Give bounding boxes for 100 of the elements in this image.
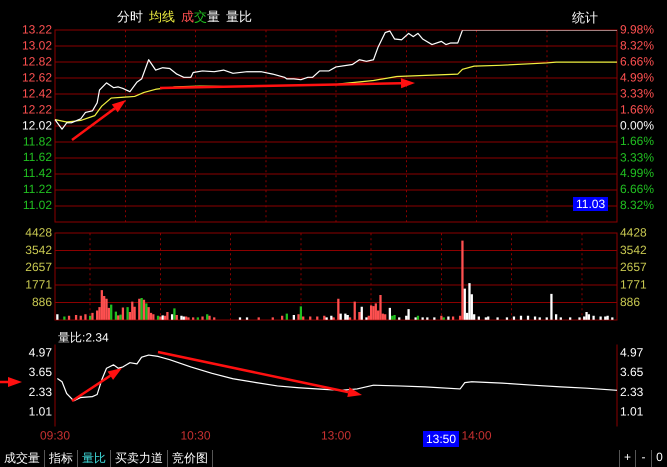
- text: 分时: [117, 9, 143, 24]
- y2-tick-label: 2.33: [620, 384, 644, 399]
- bar: [302, 316, 304, 320]
- y2-tick-label: 886: [620, 294, 640, 309]
- y-tick-label: 11.42: [22, 166, 52, 180]
- bar: [56, 314, 58, 320]
- y-tick-label: 1.01: [28, 404, 52, 419]
- x-tick-label: 09:30: [40, 428, 70, 443]
- bar: [196, 317, 199, 320]
- bar: [440, 316, 443, 320]
- bar: [258, 317, 260, 320]
- y2-tick-label: 2657: [620, 260, 648, 274]
- bar: [100, 290, 103, 320]
- text: +: [619, 450, 635, 467]
- y-tick-label: 11.02: [22, 198, 52, 212]
- y2-tick-label: 4.97: [620, 345, 644, 360]
- bar: [213, 317, 216, 320]
- chart-title: 量比:2.34: [58, 330, 110, 344]
- text: 买卖力道: [111, 450, 168, 467]
- text: 指标: [45, 450, 78, 467]
- bar: [145, 303, 148, 320]
- y2-tick-label: 0.00%: [620, 118, 654, 132]
- bar: [370, 305, 372, 320]
- y2-tick-label: 3542: [620, 242, 648, 257]
- y2-tick-label: 9.98%: [620, 22, 654, 37]
- y-tick-label: 13.22: [22, 22, 52, 37]
- bar: [131, 302, 134, 320]
- x-tick-label: 13:00: [320, 428, 352, 443]
- text: 成交量: [181, 9, 220, 24]
- y2-tick-label: 3.33%: [620, 86, 654, 100]
- text: -: [635, 450, 651, 467]
- bar: [360, 306, 363, 320]
- y-tick-label: 12.82: [22, 54, 52, 68]
- y-tick-label: 12.42: [22, 86, 52, 100]
- bar: [63, 316, 66, 320]
- y-tick-label: 11.62: [22, 150, 52, 164]
- bar: [374, 303, 377, 320]
- text: 竞价图: [168, 450, 213, 467]
- bar: [292, 314, 295, 320]
- bar: [332, 317, 335, 320]
- bar: [337, 298, 340, 320]
- y2-tick-label: 4428: [620, 226, 648, 240]
- bar: [272, 317, 274, 320]
- y2-tick-label: 3.33%: [620, 150, 654, 164]
- bar: [148, 307, 150, 320]
- bar: [478, 316, 480, 320]
- text: 均线: [149, 9, 175, 24]
- y2-tick-label: 4.99%: [620, 166, 654, 180]
- bar: [96, 310, 98, 320]
- bar: [185, 316, 188, 320]
- bar: [464, 288, 466, 320]
- bar: [206, 314, 208, 320]
- bar: [286, 314, 288, 320]
- bar: [433, 317, 436, 320]
- y-tick-label: 2.33: [28, 384, 52, 399]
- bar: [484, 317, 487, 320]
- y2-tick-label: 6.66%: [620, 182, 654, 196]
- bar: [426, 317, 428, 320]
- bar: [192, 317, 194, 320]
- y-tick-label: 886: [32, 294, 52, 309]
- bar: [604, 316, 606, 320]
- y2-tick-label: 4.99%: [620, 70, 654, 84]
- bar: [346, 314, 349, 320]
- y2-tick-label: 6.66%: [620, 54, 654, 68]
- bar: [384, 314, 386, 320]
- y2-tick-label: 8.32%: [620, 38, 654, 52]
- text: 量比: [226, 9, 252, 24]
- bar: [176, 314, 178, 320]
- y2-tick-label: 8.32%: [620, 198, 654, 212]
- bar: [388, 308, 391, 320]
- bar: [140, 298, 143, 320]
- bar: [442, 317, 445, 320]
- bar: [316, 316, 318, 320]
- bar: [281, 316, 284, 320]
- y-tick-label: 12.22: [22, 102, 52, 116]
- x-tick-label: 10:30: [180, 428, 211, 443]
- bar: [159, 316, 162, 320]
- text: 量比: [78, 450, 111, 467]
- bar: [182, 316, 185, 320]
- text: 统计: [572, 9, 598, 27]
- y-tick-label: 3.65: [28, 365, 52, 380]
- y-tick-label: 1771: [25, 277, 52, 292]
- bar: [546, 317, 548, 320]
- y-tick-label: 12.62: [22, 70, 52, 84]
- y2-tick-label: 1771: [620, 277, 648, 292]
- annotation: 11.03: [573, 197, 608, 211]
- y-tick-label: 4.97: [28, 345, 52, 360]
- y2-tick-label: 1.66%: [620, 102, 654, 116]
- bar: [398, 317, 400, 320]
- y2-tick-label: 3.65: [620, 365, 644, 380]
- y-tick-label: 2657: [25, 260, 52, 274]
- bar: [80, 316, 82, 320]
- bar: [117, 315, 120, 320]
- bar: [300, 306, 302, 320]
- bar: [326, 317, 328, 320]
- bar: [340, 314, 342, 320]
- y2-tick-label: 1.66%: [620, 134, 654, 148]
- y-tick-label: 11.82: [22, 134, 52, 148]
- text: 0: [651, 450, 667, 467]
- bar: [162, 315, 164, 320]
